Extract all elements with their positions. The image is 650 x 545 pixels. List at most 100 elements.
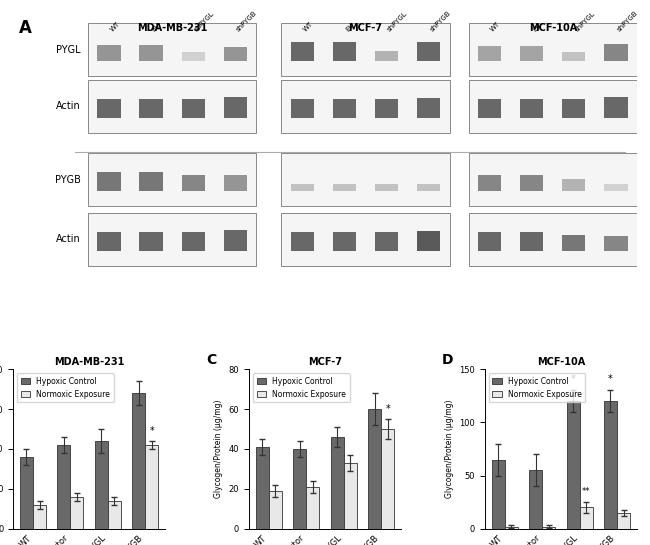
Bar — [88, 153, 256, 206]
Bar — [95, 441, 108, 529]
Title: MDA-MB-231: MDA-MB-231 — [54, 357, 124, 367]
Bar — [88, 80, 256, 133]
Bar — [604, 44, 627, 61]
Text: WT: WT — [109, 21, 121, 33]
Bar — [469, 153, 637, 206]
Bar — [256, 447, 269, 529]
Bar — [291, 184, 314, 191]
Bar — [291, 99, 314, 118]
Bar — [417, 98, 440, 118]
Bar — [145, 445, 159, 529]
Bar — [604, 184, 627, 191]
Bar — [306, 487, 319, 529]
Y-axis label: Glycogen/Protein (μg/mg): Glycogen/Protein (μg/mg) — [445, 399, 454, 498]
Text: shPYGL: shPYGL — [193, 10, 216, 33]
Bar — [368, 409, 381, 529]
Bar — [520, 46, 543, 61]
Bar — [478, 99, 501, 118]
Bar — [562, 179, 586, 191]
Bar — [562, 52, 586, 61]
Text: shPYGB: shPYGB — [235, 10, 258, 33]
Bar — [331, 437, 344, 529]
Bar — [520, 232, 543, 251]
Text: Actin: Actin — [56, 234, 81, 244]
Bar — [375, 51, 398, 61]
Text: PYGL: PYGL — [56, 45, 81, 55]
Bar — [333, 184, 356, 191]
Bar — [604, 401, 617, 529]
Text: shPYGL: shPYGL — [387, 10, 409, 33]
Text: C: C — [206, 353, 216, 367]
Bar — [181, 232, 205, 251]
Bar — [375, 184, 398, 191]
Bar — [281, 153, 450, 206]
Text: EV: EV — [344, 22, 355, 33]
Bar — [505, 526, 518, 529]
Text: MDA-MB-231: MDA-MB-231 — [137, 23, 207, 33]
Bar — [291, 42, 314, 61]
Bar — [20, 457, 33, 529]
Bar — [333, 42, 356, 61]
Bar — [281, 23, 450, 76]
Bar — [469, 23, 637, 76]
Bar — [604, 97, 627, 118]
Legend: Hypoxic Control, Normoxic Exposure: Hypoxic Control, Normoxic Exposure — [253, 373, 350, 402]
Text: *: * — [608, 374, 613, 384]
Legend: Hypoxic Control, Normoxic Exposure: Hypoxic Control, Normoxic Exposure — [489, 373, 586, 402]
Bar — [333, 232, 356, 251]
Title: MCF-7: MCF-7 — [308, 357, 342, 367]
Bar — [344, 463, 357, 529]
Y-axis label: Glycogen/Protein (μg/mg): Glycogen/Protein (μg/mg) — [214, 399, 223, 498]
Bar — [520, 99, 543, 118]
Text: MCF-7: MCF-7 — [348, 23, 383, 33]
Bar — [562, 99, 586, 118]
Text: shPYGB: shPYGB — [616, 10, 639, 33]
Text: A: A — [20, 19, 32, 37]
Bar — [375, 99, 398, 118]
Title: MCF-10A: MCF-10A — [537, 357, 585, 367]
Bar — [491, 459, 505, 529]
Bar — [567, 401, 580, 529]
Bar — [542, 526, 555, 529]
Bar — [88, 213, 256, 266]
Bar — [478, 175, 501, 191]
Bar — [140, 99, 162, 118]
Text: **: ** — [582, 487, 590, 496]
Bar — [580, 507, 593, 529]
Bar — [333, 99, 356, 118]
Bar — [98, 45, 120, 61]
Text: EV: EV — [151, 22, 162, 33]
Bar — [291, 232, 314, 251]
Text: *: * — [571, 374, 575, 384]
Text: *: * — [150, 426, 154, 436]
Text: *: * — [385, 404, 390, 414]
Bar — [224, 230, 247, 251]
Bar — [224, 175, 247, 191]
Text: D: D — [442, 353, 454, 367]
Bar — [108, 501, 121, 529]
Bar — [132, 393, 145, 529]
Text: shPYGL: shPYGL — [574, 10, 596, 33]
Bar — [604, 236, 627, 251]
Text: Actin: Actin — [56, 101, 81, 112]
Bar — [520, 175, 543, 191]
Bar — [562, 235, 586, 251]
Text: MCF-10A: MCF-10A — [528, 23, 577, 33]
Bar — [478, 46, 501, 61]
Bar — [417, 42, 440, 61]
Bar — [224, 97, 247, 118]
Bar — [140, 232, 162, 251]
Bar — [70, 496, 83, 529]
Bar — [469, 213, 637, 266]
Bar — [140, 172, 162, 191]
Bar — [417, 231, 440, 251]
Bar — [140, 45, 162, 61]
Legend: Hypoxic Control, Normoxic Exposure: Hypoxic Control, Normoxic Exposure — [17, 373, 114, 402]
Bar — [88, 23, 256, 76]
Bar — [181, 52, 205, 61]
Text: shPYGB: shPYGB — [429, 10, 452, 33]
Bar — [98, 99, 120, 118]
Bar — [417, 184, 440, 191]
Text: PYGB: PYGB — [55, 174, 81, 185]
Bar — [269, 491, 282, 529]
